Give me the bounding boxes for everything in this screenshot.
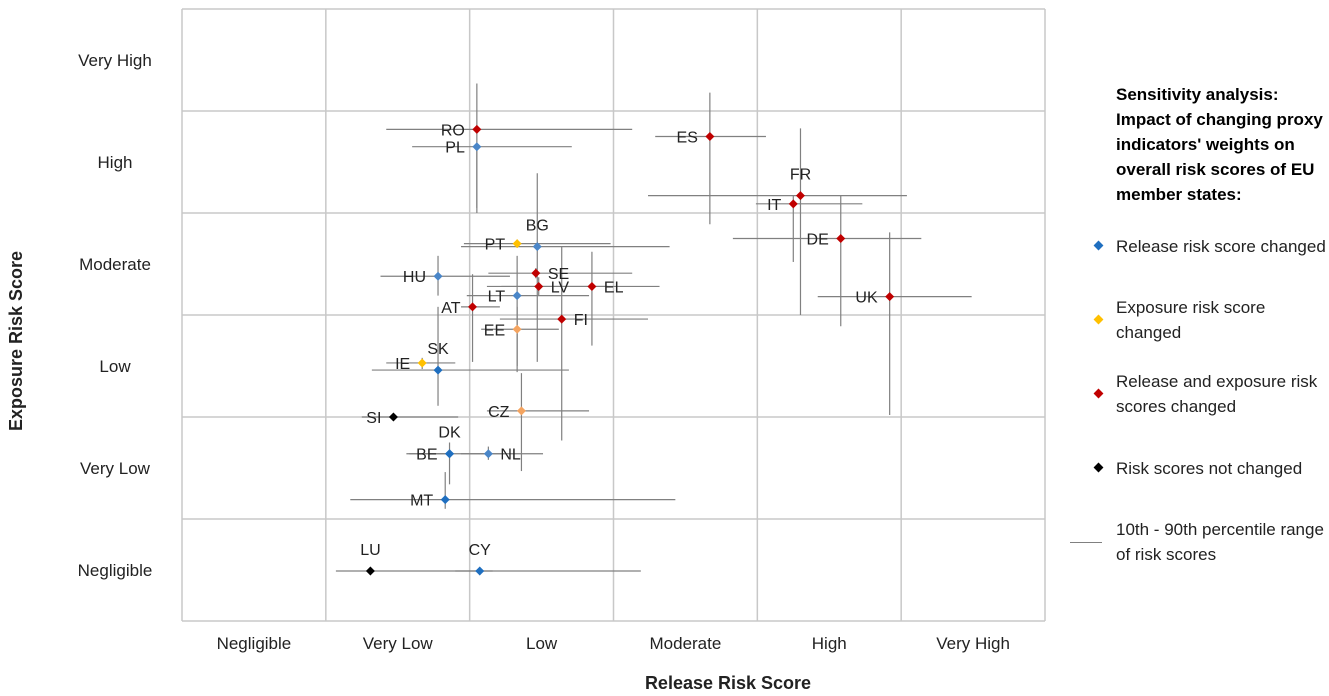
label-ie: IE [395, 356, 410, 373]
legend-item-exposure: Exposure risk score changed [1068, 295, 1326, 345]
point-se [531, 268, 541, 278]
y-tick-label: High [98, 153, 133, 172]
legend-label-both: Release and exposure risk scores changed [1116, 372, 1318, 416]
point-at [468, 302, 478, 312]
label-nl: NL [500, 447, 521, 464]
point-es [705, 132, 715, 141]
legend-label-release: Release risk score changed [1116, 236, 1326, 256]
label-ro: RO [441, 122, 465, 139]
label-es: ES [677, 130, 698, 147]
label-fi: FI [574, 312, 588, 329]
label-fr: FR [790, 167, 811, 184]
point-ro [472, 124, 482, 134]
label-uk: UK [855, 290, 878, 307]
gridlines [181, 8, 1046, 622]
legend-label-exposure: Exposure risk score changed [1116, 298, 1266, 342]
label-mt: MT [410, 493, 433, 510]
point-cz [516, 406, 526, 416]
label-dk: DK [438, 425, 461, 442]
legend: Sensitivity analysis: Impact of changing… [1068, 82, 1326, 591]
y-axis-title: Exposure Risk Score [6, 251, 26, 431]
x-tick-label: Moderate [650, 634, 722, 653]
x-tick-label: Very Low [363, 634, 434, 653]
y-tick-label: Low [99, 357, 131, 376]
diamond-icon [1068, 369, 1116, 419]
legend-range-line [1070, 542, 1102, 543]
label-el: EL [604, 279, 624, 296]
diamond-icon [1068, 443, 1116, 493]
legend-diamond-none [1093, 462, 1104, 473]
point-fr [795, 191, 805, 201]
legend-diamond-release [1093, 240, 1104, 251]
label-lu: LU [360, 542, 380, 559]
y-tick-label: Very Low [80, 459, 151, 478]
point-el [587, 281, 597, 291]
point-be [445, 449, 455, 459]
label-be: BE [416, 447, 437, 464]
diamond-icon [1068, 221, 1116, 271]
point-lu [365, 566, 375, 576]
legend-item-both: Release and exposure risk scores changed [1068, 369, 1326, 419]
point-pt [512, 239, 522, 249]
legend-range-label: 10th - 90th percentile range of risk sco… [1116, 520, 1324, 564]
point-uk [885, 292, 895, 302]
point-si [388, 412, 398, 422]
point-ee [512, 324, 522, 334]
point-nl [483, 449, 493, 459]
label-bg: BG [526, 218, 549, 235]
label-at: AT [441, 300, 460, 317]
point-cy [475, 566, 485, 576]
label-cz: CZ [488, 404, 510, 421]
label-cy: CY [469, 542, 492, 559]
x-tick-label: Low [526, 634, 558, 653]
point-de [836, 234, 846, 243]
label-si: SI [366, 410, 381, 427]
point-it [788, 199, 798, 209]
legend-title: Sensitivity analysis: Impact of changing… [1116, 85, 1323, 204]
label-it: IT [767, 197, 781, 214]
label-pl: PL [445, 140, 465, 157]
point-ie [417, 358, 427, 368]
y-tick-label: Moderate [79, 255, 151, 274]
label-ee: EE [484, 322, 505, 339]
legend-item-range: 10th - 90th percentile range of risk sco… [1068, 517, 1326, 567]
legend-item-none: Risk scores not changed [1068, 443, 1326, 493]
point-sk [433, 365, 443, 375]
x-tick-label: Negligible [217, 634, 292, 653]
axis-tick-labels: Negligible Very Low Low Moderate High Very Hi… [78, 51, 1010, 653]
point-lv [534, 281, 544, 291]
legend-diamond-both [1093, 388, 1104, 399]
x-tick-label: High [812, 634, 847, 653]
label-sk: SK [427, 341, 449, 358]
point-mt [440, 495, 450, 505]
diamond-icon [1068, 295, 1116, 345]
point-lt [512, 291, 522, 301]
legend-label-none: Risk scores not changed [1116, 458, 1303, 478]
label-se: SE [548, 266, 569, 283]
label-lt: LT [488, 289, 506, 306]
point-bg [532, 242, 542, 252]
label-de: DE [807, 232, 829, 249]
point-hu [433, 271, 443, 281]
country-points [365, 124, 895, 576]
label-hu: HU [403, 269, 426, 286]
label-pt: PT [485, 237, 506, 254]
range-line-icon [1068, 517, 1116, 567]
point-pl [472, 142, 482, 152]
legend-items: Release risk score changed Exposure risk … [1068, 221, 1326, 493]
label-lv: LV [551, 279, 570, 296]
x-axis-title: Release Risk Score [645, 673, 811, 693]
point-fi [557, 314, 567, 324]
legend-item-release: Release risk score changed [1068, 221, 1326, 271]
legend-diamond-exposure [1093, 314, 1104, 325]
y-tick-label: Very High [78, 51, 152, 70]
y-tick-label: Negligible [78, 561, 153, 580]
x-tick-label: Very High [936, 634, 1010, 653]
